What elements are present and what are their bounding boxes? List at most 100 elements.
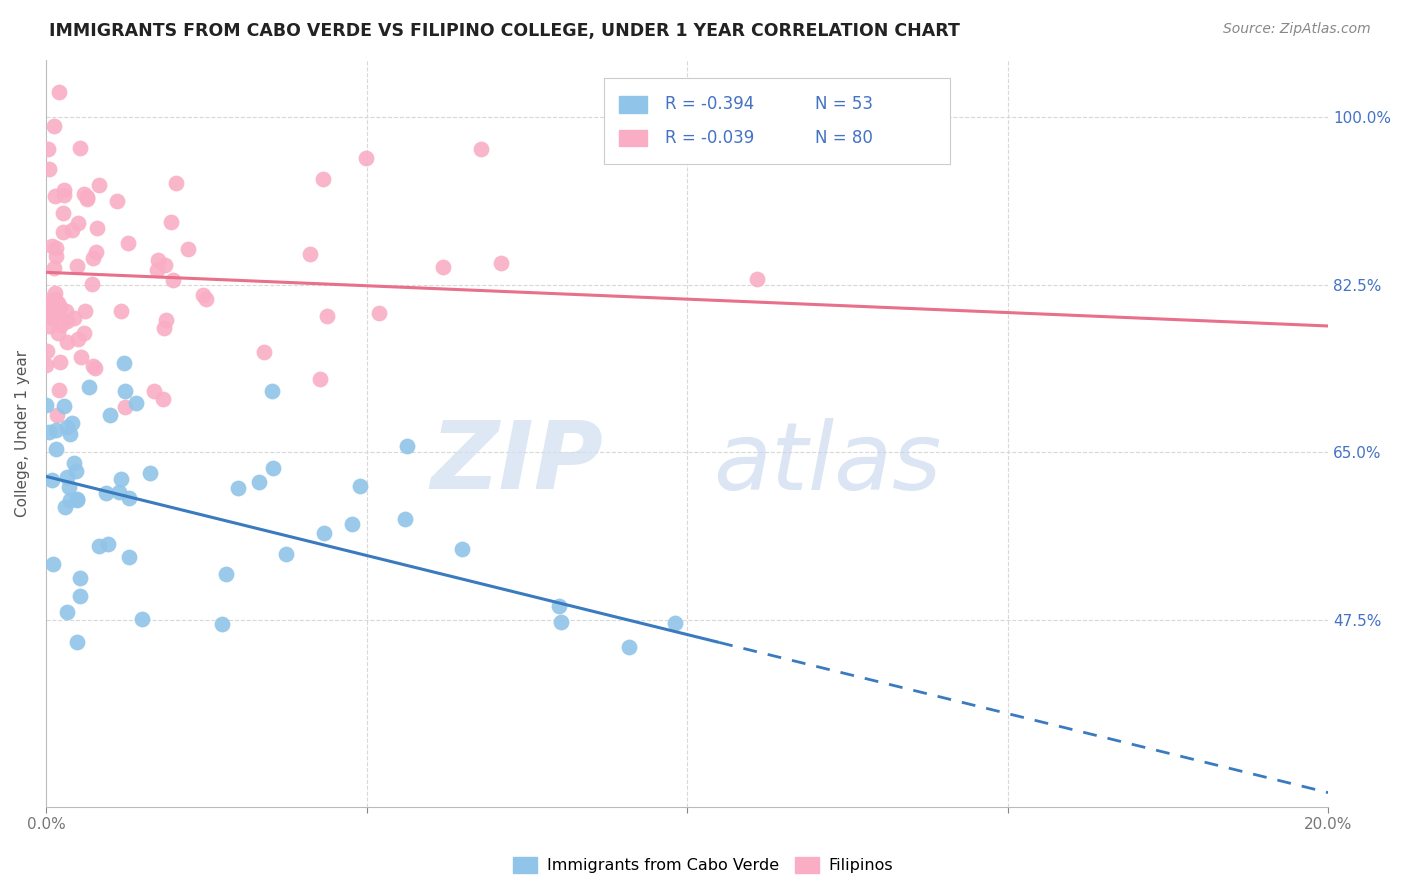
Point (110, 304, 132, 318)
FancyBboxPatch shape (603, 78, 950, 164)
Point (66, 492, 89, 507)
Point (253, 345, 276, 359)
Point (45, 241, 67, 255)
Point (548, 599, 571, 614)
Point (56, 605, 79, 619)
Point (56, 470, 79, 484)
Point (274, 547, 297, 561)
Point (148, 253, 170, 268)
Point (41, 557, 63, 571)
Point (44, 293, 66, 307)
Point (87, 178, 110, 193)
Point (67, 332, 90, 346)
Point (53, 400, 76, 414)
Point (52, 225, 75, 239)
Point (38, 298, 60, 312)
Point (53, 500, 76, 515)
Point (41, 310, 63, 325)
Text: R = -0.039: R = -0.039 (665, 129, 755, 147)
Y-axis label: College, Under 1 year: College, Under 1 year (15, 350, 30, 516)
Point (117, 235, 139, 250)
Point (76, 190, 98, 204)
Point (176, 242, 198, 256)
Point (86, 221, 108, 235)
Point (82, 252, 104, 266)
Point (470, 142, 492, 156)
Point (215, 567, 238, 582)
Legend: Immigrants from Cabo Verde, Filipinos: Immigrants from Cabo Verde, Filipinos (506, 850, 900, 880)
Point (56, 313, 79, 327)
Point (66, 491, 89, 506)
Point (747, 271, 769, 285)
Point (155, 258, 177, 272)
Point (45, 249, 67, 263)
Point (262, 461, 284, 475)
Point (48, 383, 70, 397)
Text: N = 80: N = 80 (815, 129, 873, 147)
Point (191, 288, 214, 302)
Point (58, 480, 80, 494)
Point (49, 354, 72, 368)
Point (69, 590, 91, 604)
Point (42, 260, 65, 275)
Point (165, 176, 187, 190)
Point (309, 371, 332, 385)
Point (46, 326, 69, 340)
Point (394, 512, 416, 526)
Point (56, 419, 79, 434)
Point (312, 172, 335, 186)
Point (77, 379, 100, 393)
Point (45, 408, 67, 422)
Point (60, 223, 83, 237)
Point (53, 188, 76, 202)
Point (42, 311, 65, 326)
Point (39, 305, 62, 319)
Point (298, 247, 321, 261)
Point (396, 439, 419, 453)
Text: ZIP: ZIP (430, 417, 603, 509)
Point (55, 303, 77, 318)
Point (114, 401, 136, 415)
Point (340, 516, 363, 531)
Point (49, 318, 72, 333)
Point (87, 539, 110, 553)
Point (35, 358, 58, 372)
Point (48, 85, 70, 99)
Point (37, 344, 59, 359)
Text: atlas: atlas (713, 417, 941, 508)
Point (66, 635, 89, 649)
Point (67, 216, 90, 230)
Point (107, 194, 129, 208)
Point (84, 361, 107, 376)
Point (617, 640, 640, 654)
Point (247, 475, 270, 490)
Point (38, 319, 60, 334)
Point (211, 617, 233, 632)
Point (153, 321, 176, 335)
Point (489, 256, 512, 270)
Point (312, 526, 335, 541)
Point (82, 277, 104, 291)
Point (664, 616, 686, 631)
Point (42, 119, 65, 133)
Point (60, 416, 83, 430)
Point (108, 485, 131, 500)
Point (73, 326, 96, 341)
Text: N = 53: N = 53 (815, 95, 873, 113)
Point (114, 384, 136, 398)
Point (59, 493, 82, 508)
Point (146, 262, 169, 277)
Point (112, 356, 135, 370)
Point (118, 491, 141, 505)
Point (450, 541, 472, 556)
Point (432, 260, 454, 274)
Point (550, 615, 572, 629)
Point (142, 384, 165, 399)
Point (38, 425, 60, 440)
Point (38, 162, 60, 177)
Point (84, 245, 107, 260)
Point (131, 612, 153, 626)
Point (45, 442, 67, 457)
Point (37, 142, 59, 156)
Point (69, 141, 91, 155)
